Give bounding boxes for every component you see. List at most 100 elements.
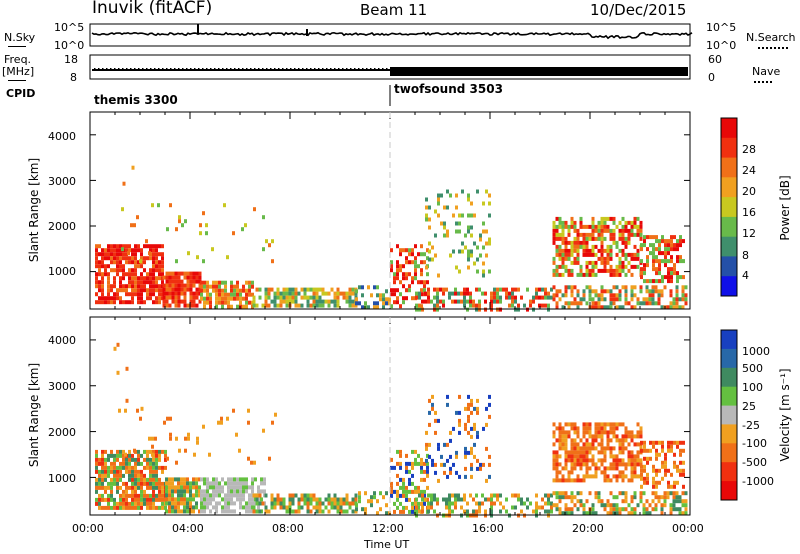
heatmap-cell: [239, 497, 242, 502]
heatmap-cell: [609, 232, 613, 237]
heatmap-cell: [158, 276, 161, 281]
heatmap-cell: [505, 295, 508, 300]
heatmap-cell: [655, 235, 658, 240]
heatmap-cell: [639, 224, 643, 229]
heatmap-cell: [570, 293, 574, 298]
heatmap-cell: [180, 493, 183, 498]
heatmap-cell: [351, 501, 355, 506]
heatmap-cell: [155, 256, 158, 261]
heatmap-cell: [585, 244, 589, 249]
heatmap-cell: [152, 449, 155, 454]
heatmap-cell: [107, 497, 110, 502]
heatmap-cell: [588, 260, 592, 265]
heatmap-cell: [454, 505, 457, 510]
heatmap-cell: [612, 293, 616, 298]
heatmap-cell: [158, 288, 161, 293]
heatmap-cell: [291, 295, 295, 300]
heatmap-cell: [402, 493, 405, 498]
heatmap-cell: [646, 255, 649, 260]
heatmap-cell: [594, 260, 598, 265]
heatmap-cell: [558, 470, 562, 475]
heatmap-cell: [633, 305, 637, 310]
heatmap-cell: [137, 493, 140, 498]
heatmap-cell: [119, 252, 122, 257]
nave-dot: [318, 68, 320, 70]
heatmap-cell: [408, 497, 411, 502]
heatmap-cell: [615, 474, 619, 479]
heatmap-cell: [162, 283, 166, 288]
heatmap-cell: [579, 240, 583, 245]
heatmap-cell: [174, 279, 178, 284]
heatmap-cell: [606, 305, 610, 310]
heatmap-cell: [155, 465, 158, 470]
heatmap-cell: [236, 284, 239, 289]
heatmap-cell: [230, 296, 233, 301]
heatmap-cell: [393, 489, 396, 494]
heatmap-cell: [679, 239, 682, 244]
nave-dot: [94, 68, 96, 70]
heatmap-cell: [113, 268, 116, 273]
heatmap-cell: [643, 476, 646, 481]
nave-dot: [238, 68, 240, 70]
heatmap-cell: [417, 501, 420, 506]
heatmap-cell: [137, 300, 140, 305]
heatmap-cell: [110, 465, 113, 470]
heatmap-cell: [101, 497, 104, 502]
heatmap-cell: [597, 422, 601, 427]
heatmap-cell: [161, 469, 164, 474]
heatmap-cell: [670, 484, 673, 489]
heatmap-cell: [390, 489, 393, 494]
heatmap-cell: [233, 509, 236, 514]
heatmap-cell: [248, 497, 251, 502]
heatmap-cell: [475, 501, 478, 506]
heatmap-cell: [454, 287, 457, 292]
heatmap-cell: [255, 501, 259, 506]
heatmap-cell: [603, 260, 607, 265]
velocity-cb-tick-neg500: -500: [742, 456, 767, 469]
heatmap-cell: [131, 453, 134, 458]
heatmap-cell: [306, 501, 310, 506]
heatmap-cell: [212, 481, 215, 486]
heatmap-cell: [128, 276, 131, 281]
heatmap-cell: [116, 244, 119, 249]
heatmap-cell: [567, 232, 571, 237]
heatmap-cell: [612, 216, 616, 221]
heatmap-cell: [485, 229, 488, 234]
heatmap-cell: [582, 293, 586, 298]
nave-dot: [322, 68, 324, 70]
heatmap-cell: [303, 287, 307, 292]
heatmap-cell: [402, 296, 405, 301]
heatmap-cell: [675, 297, 679, 302]
heatmap-cell: [552, 228, 556, 233]
heatmap-cell: [119, 288, 122, 293]
heatmap-cell: [457, 497, 460, 502]
heatmap-cell: [131, 272, 134, 277]
heatmap-cell: [627, 228, 631, 233]
heatmap-cell: [137, 453, 140, 458]
heatmap-cell: [101, 272, 104, 277]
heatmap-cell: [165, 283, 169, 288]
heatmap-cell: [600, 268, 604, 273]
heatmap-cell: [245, 300, 248, 305]
heatmap-cell: [155, 300, 158, 305]
heatmap-cell: [143, 268, 146, 273]
heatmap-cell: [532, 295, 535, 300]
heatmap-cell: [667, 275, 670, 280]
heatmap-cell: [195, 485, 198, 490]
heatmap-cell: [633, 264, 637, 269]
heatmap-cell: [145, 239, 148, 244]
heatmap-cell: [162, 287, 166, 292]
heatmap-cell: [630, 305, 634, 310]
heatmap-cell: [564, 478, 568, 483]
heatmap-cell: [443, 205, 446, 210]
heatmap-cell: [125, 272, 128, 277]
heatmap-cell: [98, 296, 101, 301]
heatmap-cell: [233, 288, 236, 293]
heatmap-cell: [681, 503, 685, 508]
heatmap-cell: [564, 240, 568, 245]
heatmap-cell: [315, 505, 319, 510]
heatmap-cell: [110, 296, 113, 301]
heatmap-cell: [300, 493, 304, 498]
heatmap-cell: [467, 394, 470, 399]
heatmap-cell: [420, 304, 423, 309]
